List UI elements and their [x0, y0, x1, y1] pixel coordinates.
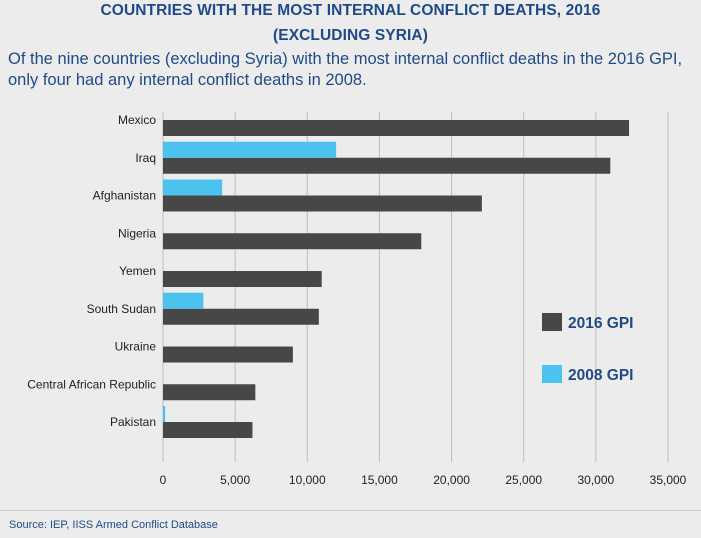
legend-swatch	[542, 365, 562, 383]
chart-title-line-1: COUNTRIES WITH THE MOST INTERNAL CONFLIC…	[100, 2, 601, 19]
category-label: Ukraine	[115, 340, 157, 354]
bar-2016-gpi	[163, 157, 611, 174]
category-label: Pakistan	[110, 415, 156, 429]
footer-divider	[0, 510, 701, 511]
bar-2008-gpi	[163, 141, 337, 158]
source-note: Source: IEP, IISS Armed Conflict Databas…	[9, 519, 218, 531]
x-tick-label: 15,000	[361, 473, 398, 487]
x-tick-label: 25,000	[505, 473, 542, 487]
x-tick-label: 30,000	[578, 473, 615, 487]
x-tick-label: 10,000	[289, 473, 326, 487]
category-labels: Mexico Iraq Afghanistan Nigeria Yemen South S…	[27, 113, 156, 429]
legend-label: 2008 GPI	[568, 367, 634, 384]
bar-2016-gpi	[163, 384, 256, 401]
bars	[163, 120, 630, 438]
chart-subtitle: Of the nine countries (excluding Syria) …	[8, 50, 683, 89]
bar-2008-gpi	[163, 179, 223, 196]
bar-2008-gpi	[163, 406, 166, 422]
category-label: Nigeria	[118, 226, 156, 240]
bar-2016-gpi	[163, 120, 630, 136]
category-label: Central African Republic	[27, 377, 156, 391]
category-label: Yemen	[119, 264, 156, 278]
chart-title-line-2: (EXCLUDING SYRIA)	[273, 27, 428, 44]
bar-2016-gpi	[163, 195, 482, 212]
bar-2016-gpi	[163, 308, 319, 325]
legend-swatch	[542, 313, 562, 331]
category-label: Iraq	[135, 151, 156, 165]
bar-2016-gpi	[163, 422, 253, 438]
x-tick-label: 35,000	[650, 473, 687, 487]
legend-label: 2016 GPI	[568, 315, 634, 332]
bar-2008-gpi	[163, 292, 204, 309]
bar-chart: Mexico Iraq Afghanistan Nigeria Yemen South S…	[27, 112, 687, 487]
category-label: South Sudan	[87, 302, 156, 316]
x-axis-ticks: 0 5,000 10,000 15,000 20,000 25,000 30,000 35,0…	[160, 473, 687, 487]
category-label: Afghanistan	[93, 189, 156, 203]
x-tick-label: 5,000	[220, 473, 250, 487]
legend: 2016 GPI 2008 GPI	[542, 313, 634, 384]
category-label: Mexico	[118, 113, 156, 127]
x-tick-label: 0	[160, 473, 167, 487]
x-tick-label: 20,000	[433, 473, 470, 487]
bar-2016-gpi	[163, 346, 293, 363]
bar-2016-gpi	[163, 271, 322, 287]
bar-2016-gpi	[163, 233, 422, 250]
